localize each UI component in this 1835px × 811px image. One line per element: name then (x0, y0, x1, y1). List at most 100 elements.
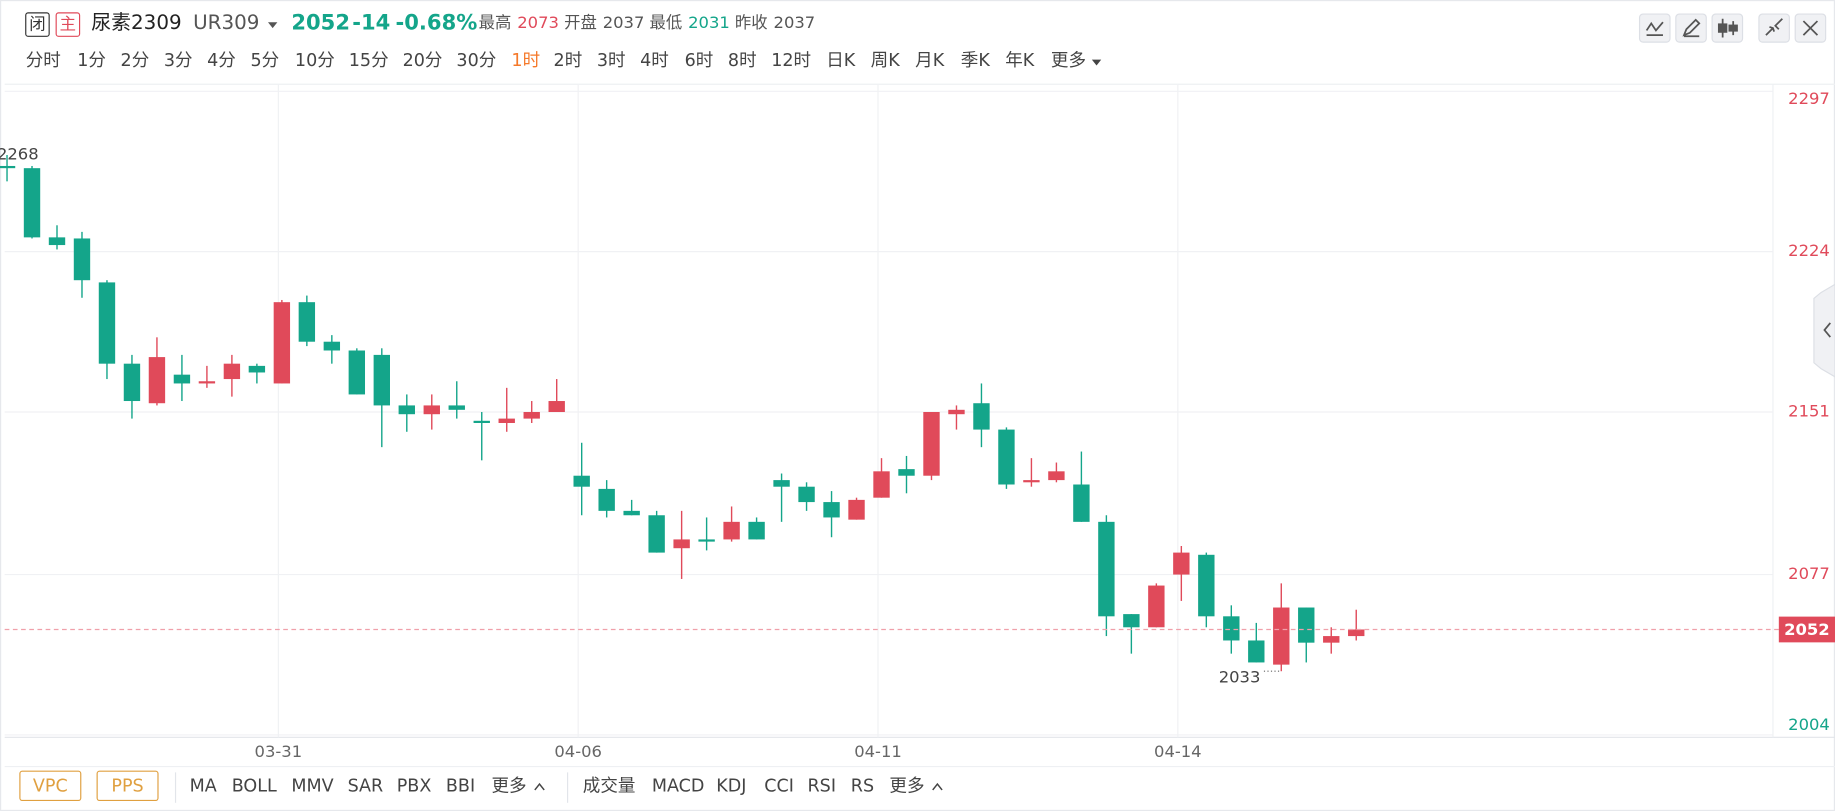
main-badge-box (55, 12, 81, 37)
candle-body (973, 403, 990, 430)
timeframe-tab[interactable]: 5分 (250, 51, 279, 71)
sub-indicator[interactable]: 更多 (889, 776, 924, 796)
y-tick-label: 2077 (1788, 564, 1830, 583)
candle-body (1273, 607, 1290, 665)
candle-body (998, 429, 1015, 485)
timeframe-tab[interactable]: 15分 (349, 51, 389, 71)
timeframe-tab[interactable]: 2分 (121, 51, 150, 71)
status-badge-box (25, 12, 50, 37)
candle-body (1298, 607, 1315, 643)
candle-icon-body (1717, 23, 1728, 33)
candle-body (248, 365, 266, 373)
candle-body (1148, 585, 1165, 628)
candle-body (598, 488, 615, 511)
candle-body (223, 363, 241, 380)
candle-body (923, 412, 940, 476)
overlay-button-label: PPS (111, 776, 143, 796)
timeframe-tab[interactable]: 30分 (456, 51, 496, 71)
timeframe-tab[interactable]: 3分 (164, 51, 193, 71)
dropdown-arrow[interactable] (267, 22, 278, 29)
candle-body (1173, 552, 1190, 575)
candle-body (898, 469, 915, 476)
high-label: 最高 (479, 13, 512, 32)
open-value: 2037 (603, 13, 645, 32)
x-tick-label: 04-14 (1154, 742, 1202, 761)
timeframe-tab[interactable]: 12时 (771, 51, 811, 71)
overlay-button[interactable] (19, 770, 82, 802)
timeframe-tab[interactable]: 4分 (207, 51, 236, 71)
candle-body (273, 302, 291, 384)
minimize-button[interactable] (1758, 13, 1790, 43)
dropdown-arrow (1091, 59, 1102, 66)
candle-body (673, 539, 690, 549)
sub-indicator[interactable]: KDJ (716, 776, 746, 796)
candle-body (1098, 521, 1115, 617)
y-tick-label: 2297 (1788, 89, 1830, 108)
candle-body (173, 374, 191, 384)
candle-body (473, 420, 490, 423)
timeframe-tab[interactable]: 周K (871, 51, 901, 71)
contract-name[interactable]: 尿素2309 (91, 11, 181, 34)
status-badge: 闭 (29, 15, 45, 34)
candle-body (1348, 629, 1365, 637)
candle-body (23, 168, 41, 238)
candle-style-button[interactable] (1711, 13, 1744, 43)
candle-body (1123, 614, 1140, 628)
timeframe-tab[interactable]: 分时 (26, 51, 61, 71)
last-price-label: 2052 (1784, 620, 1830, 639)
timeframe-tab[interactable]: 季K (961, 51, 991, 71)
sub-indicator[interactable]: 成交量 (583, 776, 636, 796)
timeframe-tab[interactable]: 日K (826, 51, 856, 71)
sub-indicator[interactable]: MACD (652, 776, 705, 796)
timeframe-tab[interactable]: 4时 (640, 51, 669, 71)
main-indicator[interactable]: 更多 (492, 776, 527, 796)
main-indicator[interactable]: BBI (446, 776, 475, 796)
min-label: 2033 (1219, 668, 1261, 687)
overlay-button[interactable] (96, 770, 159, 802)
candle-body (698, 539, 715, 542)
candle-body (1323, 636, 1340, 643)
price: 2052 (291, 9, 350, 34)
main-indicator[interactable]: SAR (348, 776, 384, 796)
timeframe-tab[interactable]: 8时 (728, 51, 757, 71)
timeframe-tab[interactable]: 2时 (554, 51, 583, 71)
candle-body (548, 401, 565, 413)
candle-body (348, 350, 366, 395)
candle-body (73, 238, 91, 281)
low-value: 2031 (688, 13, 730, 32)
draw-button[interactable] (1675, 13, 1707, 43)
timeframe-tab[interactable]: 1分 (77, 51, 106, 71)
candle-body (748, 521, 765, 540)
timeframe-tab[interactable]: 6时 (685, 51, 714, 71)
candle-body (1223, 616, 1240, 641)
prev-close-label: 昨收 (735, 13, 768, 32)
main-indicator[interactable]: PBX (397, 776, 432, 796)
sub-indicator[interactable]: CCI (764, 776, 794, 796)
indicator-icon (1645, 21, 1664, 36)
timeframe-tab[interactable]: 更多 (1051, 51, 1086, 71)
timeframe-tab[interactable]: 月K (915, 51, 945, 71)
candle-body (573, 475, 590, 487)
x-tick-label: 04-11 (854, 742, 902, 761)
timeframe-tab[interactable]: 10分 (295, 51, 335, 71)
timeframe-tab[interactable]: 年K (1005, 51, 1035, 71)
candle-body (1248, 640, 1265, 663)
sub-indicator[interactable]: RS (851, 776, 874, 796)
main-badge: 主 (60, 15, 76, 34)
main-indicator[interactable]: MA (190, 776, 217, 796)
candle-body (1198, 554, 1215, 617)
candle-body (623, 510, 640, 516)
timeframe-tab[interactable]: 3时 (597, 51, 626, 71)
main-indicator[interactable]: MMV (291, 776, 333, 796)
sub-indicator[interactable]: RSI (807, 776, 836, 796)
main-indicator[interactable]: BOLL (232, 776, 277, 796)
timeframe-tab[interactable]: 1时 (511, 51, 540, 71)
timeframe-tab[interactable]: 20分 (403, 51, 443, 71)
candle-body (1048, 471, 1065, 481)
y-tick-label: 2151 (1788, 402, 1830, 421)
contract-code[interactable]: UR309 (193, 11, 259, 34)
candle-body (1023, 480, 1040, 483)
candle-body (773, 480, 790, 487)
